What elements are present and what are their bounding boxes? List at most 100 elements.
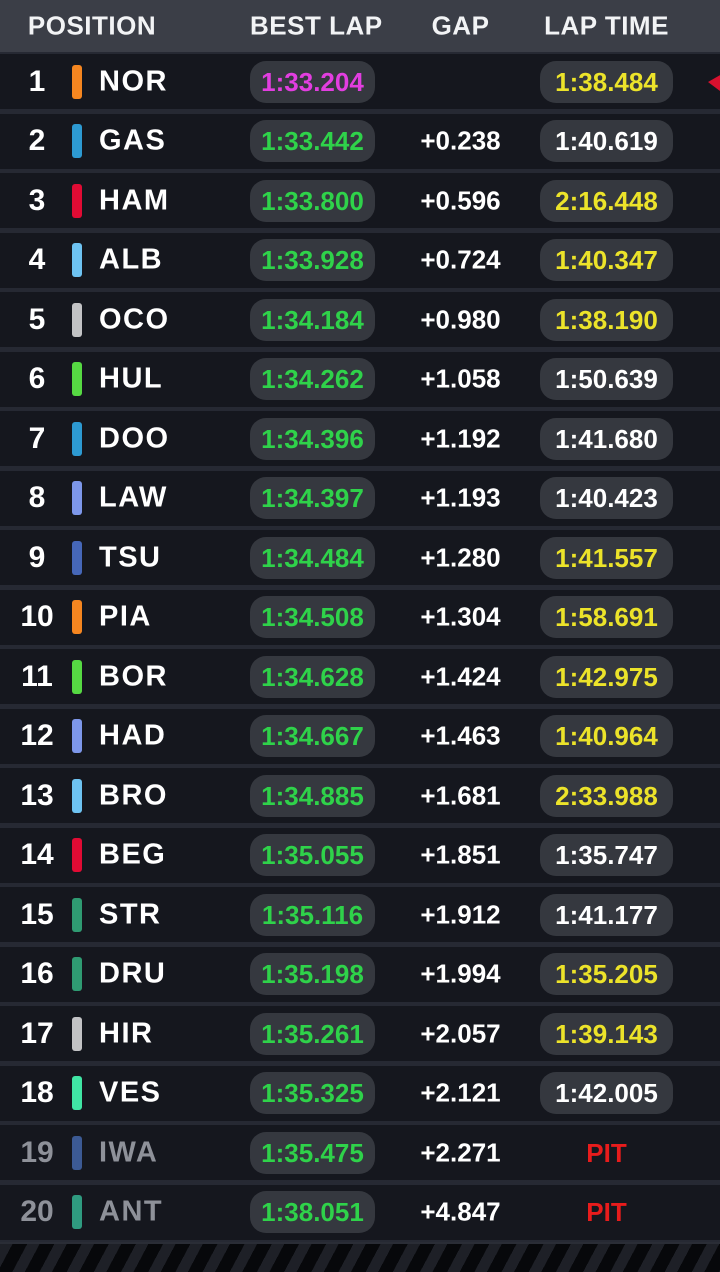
best-lap-time: 1:38.051 — [250, 1191, 375, 1233]
driver-code: HAD — [99, 719, 167, 752]
last-lap-time: 1:40.619 — [540, 120, 673, 162]
header-lap-time: LAP TIME — [544, 10, 669, 41]
table-row[interactable]: 20 ANT 1:38.051 +4.847 PIT — [0, 1184, 720, 1240]
gap-value: +2.271 — [420, 1137, 501, 1167]
last-lap-time: 1:42.975 — [540, 655, 673, 698]
last-lap-time: 2:33.988 — [540, 774, 673, 817]
table-row[interactable]: 4 ALB 1:33.928 +0.724 1:40.347 — [0, 232, 720, 288]
team-color-bar — [72, 1135, 82, 1170]
position-number: 1 — [28, 64, 46, 98]
last-lap-time: 1:40.964 — [540, 715, 673, 757]
gap-value: +0.724 — [420, 244, 501, 275]
team-color-bar — [72, 421, 82, 456]
best-lap-time: 1:34.885 — [250, 774, 375, 817]
last-lap-time: 1:41.557 — [540, 536, 673, 579]
position-number: 15 — [20, 897, 54, 931]
driver-code: DOO — [99, 422, 170, 454]
driver-code: ANT — [99, 1195, 164, 1228]
position-number: 2 — [28, 124, 46, 157]
driver-code: HUL — [99, 362, 164, 395]
position-number: 17 — [20, 1016, 54, 1050]
table-row[interactable]: 13 BRO 1:34.885 +1.681 2:33.988 — [0, 768, 720, 823]
last-lap-time: 1:38.484 — [540, 60, 673, 103]
timing-rows: 1 NOR 1:33.204 1:38.484 2 GAS 1:33.442 +… — [0, 52, 720, 1240]
best-lap-time: 1:34.397 — [250, 477, 375, 519]
best-lap-time: 1:33.928 — [250, 239, 375, 281]
table-row[interactable]: 14 BEG 1:35.055 +1.851 1:35.747 — [0, 827, 720, 883]
best-lap-time: 1:34.667 — [250, 715, 375, 757]
table-row[interactable]: 17 HIR 1:35.261 +2.057 1:39.143 — [0, 1006, 720, 1061]
table-row[interactable]: 18 VES 1:35.325 +2.121 1:42.005 — [0, 1065, 720, 1121]
table-row[interactable]: 16 DRU 1:35.198 +1.994 1:35.205 — [0, 946, 720, 1002]
driver-code: ALB — [99, 243, 164, 276]
table-row[interactable]: 6 HUL 1:34.262 +1.058 1:50.639 — [0, 351, 720, 407]
gap-value: +1.463 — [420, 720, 501, 751]
table-row[interactable]: 2 GAS 1:33.442 +0.238 1:40.619 — [0, 113, 720, 169]
best-lap-time: 1:34.184 — [250, 298, 375, 341]
position-number: 6 — [28, 362, 46, 395]
driver-code: LAW — [99, 481, 168, 514]
gap-value: +2.057 — [420, 1018, 501, 1048]
gap-value: +1.994 — [420, 958, 501, 989]
position-number: 18 — [20, 1076, 54, 1109]
best-lap-time: 1:35.475 — [250, 1131, 375, 1174]
last-lap-time: 1:38.190 — [540, 298, 673, 341]
table-row[interactable]: 7 DOO 1:34.396 +1.192 1:41.680 — [0, 411, 720, 466]
table-row[interactable]: 5 OCO 1:34.184 +0.980 1:38.190 — [0, 292, 720, 347]
best-lap-time: 1:33.800 — [250, 179, 375, 222]
last-lap-time: 1:35.205 — [540, 953, 673, 995]
table-header: POSITION BEST LAP GAP LAP TIME — [0, 0, 720, 52]
last-lap-time: 1:50.639 — [540, 358, 673, 400]
best-lap-time: 1:35.325 — [250, 1072, 375, 1114]
gap-value: +0.596 — [420, 185, 501, 215]
position-number: 3 — [28, 183, 46, 217]
driver-code: TSU — [99, 541, 162, 573]
header-gap: GAP — [431, 10, 490, 41]
table-row[interactable]: 9 TSU 1:34.484 +1.280 1:41.557 — [0, 530, 720, 585]
header-position: POSITION — [27, 10, 157, 41]
team-color-bar — [72, 481, 82, 515]
table-row[interactable]: 1 NOR 1:33.204 1:38.484 — [0, 54, 720, 109]
gap-value: +1.851 — [420, 839, 501, 870]
last-lap-time: 1:42.005 — [540, 1072, 673, 1114]
last-lap-time: 2:16.448 — [540, 179, 673, 222]
last-lap-time: 1:40.347 — [540, 239, 673, 281]
hazard-stripe-footer — [0, 1242, 720, 1272]
last-lap-time: 1:58.691 — [540, 596, 673, 638]
position-number: 19 — [20, 1135, 54, 1169]
last-lap-time: PIT — [586, 1197, 627, 1227]
driver-code: BRO — [99, 779, 168, 811]
position-number: 4 — [28, 243, 46, 276]
gap-value: +1.280 — [420, 542, 501, 572]
driver-code: NOR — [99, 65, 168, 97]
best-lap-time: 1:34.628 — [250, 655, 375, 698]
last-lap-time: 1:41.680 — [540, 417, 673, 460]
driver-code: GAS — [99, 124, 167, 157]
best-lap-time: 1:34.508 — [250, 596, 375, 638]
team-color-bar — [72, 1076, 82, 1110]
position-number: 16 — [20, 957, 54, 990]
table-row[interactable]: 8 LAW 1:34.397 +1.193 1:40.423 — [0, 470, 720, 526]
table-row[interactable]: 10 PIA 1:34.508 +1.304 1:58.691 — [0, 589, 720, 645]
driver-code: HAM — [99, 184, 170, 216]
gap-value: +1.304 — [420, 601, 501, 632]
position-number: 7 — [28, 421, 46, 455]
table-row[interactable]: 11 BOR 1:34.628 +1.424 1:42.975 — [0, 649, 720, 704]
driver-code: IWA — [99, 1136, 159, 1168]
gap-value: +1.681 — [420, 780, 501, 810]
team-color-bar — [72, 838, 82, 872]
table-row[interactable]: 12 HAD 1:34.667 +1.463 1:40.964 — [0, 708, 720, 764]
table-row[interactable]: 19 IWA 1:35.475 +2.271 PIT — [0, 1125, 720, 1180]
team-color-bar — [72, 540, 82, 575]
team-color-bar — [72, 183, 82, 218]
table-row[interactable]: 15 STR 1:35.116 +1.912 1:41.177 — [0, 887, 720, 942]
gap-value: +1.192 — [420, 423, 501, 453]
position-number: 9 — [28, 540, 46, 574]
position-number: 8 — [28, 481, 46, 514]
table-row[interactable]: 3 HAM 1:33.800 +0.596 2:16.448 — [0, 173, 720, 228]
last-lap-time: 1:39.143 — [540, 1012, 673, 1055]
team-color-bar — [72, 243, 82, 277]
best-lap-time: 1:35.055 — [250, 834, 375, 876]
team-color-bar — [72, 1016, 82, 1051]
driver-code: VES — [99, 1076, 162, 1109]
